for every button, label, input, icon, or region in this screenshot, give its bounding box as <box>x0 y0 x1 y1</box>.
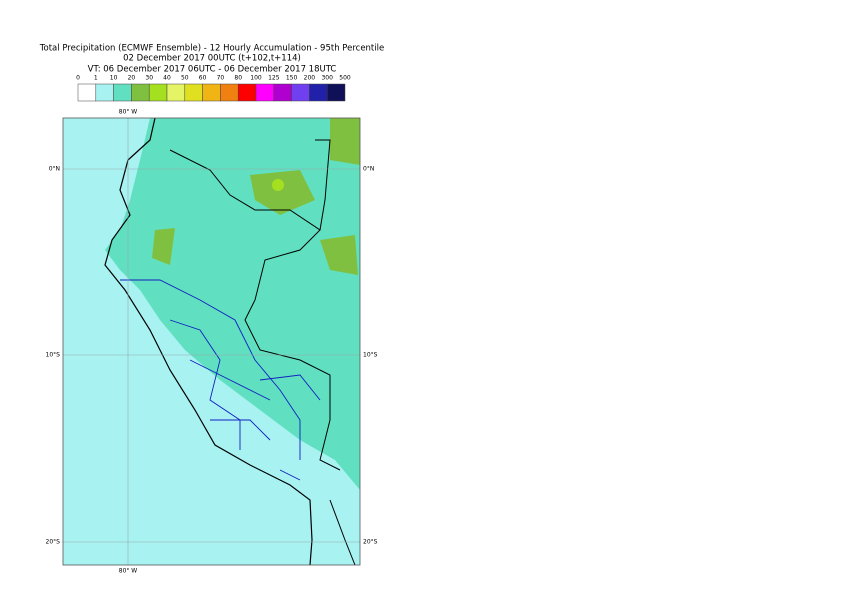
legend-swatch <box>77 83 97 102</box>
legend-label: 0 <box>76 75 80 82</box>
legend-swatch <box>184 83 203 102</box>
legend-swatch <box>220 83 239 102</box>
title-line: Total Precipitation (ECMWF Ensemble) - 1… <box>39 44 384 54</box>
precip-heavy <box>152 118 360 275</box>
legend-swatch <box>131 83 150 102</box>
legend: 0 1 10 20 30 40 50 60 70 80 100 125 150 200 300 500 <box>76 75 351 102</box>
legend-label: 70 <box>217 75 225 82</box>
legend-swatch <box>326 83 346 102</box>
legend-label: 30 <box>145 75 153 82</box>
precip-area <box>105 118 360 490</box>
lat-label: 20°S <box>363 539 378 546</box>
legend-label: 1 <box>94 75 98 82</box>
title: Total Precipitation (ECMWF Ensemble) - 1… <box>39 44 384 75</box>
legend-swatch <box>148 83 168 102</box>
coastline <box>104 118 313 565</box>
lat-label: 20°S <box>46 539 61 546</box>
legend-label: 10 <box>110 75 118 82</box>
lat-label: 10°S <box>363 352 378 359</box>
precip-peak <box>272 179 284 191</box>
title-line: VT: 06 December 2017 06UTC - 06 December… <box>88 65 337 75</box>
map-frame <box>62 117 361 566</box>
regions <box>120 279 321 481</box>
legend-swatch <box>113 83 132 102</box>
lat-label: 10°S <box>46 352 61 359</box>
lon-label: 80° W <box>119 568 138 575</box>
legend-label: 300 <box>321 75 333 82</box>
legend-label: 40 <box>163 75 171 82</box>
graticule <box>63 118 360 565</box>
map: 80° W 80° W 0°N 10°S 20°S 0°N 10°S 20°S <box>46 109 378 575</box>
legend-label: 125 <box>268 75 280 82</box>
legend-swatch <box>273 83 292 102</box>
legend-swatch <box>202 83 221 102</box>
legend-label: 50 <box>181 75 189 82</box>
legend-swatch <box>291 83 310 102</box>
legend-label: 200 <box>304 75 316 82</box>
legend-swatch <box>95 83 114 102</box>
legend-label: 500 <box>339 75 351 82</box>
legend-swatch <box>309 83 328 102</box>
legend-label: 60 <box>199 75 207 82</box>
legend-label: 100 <box>250 75 262 82</box>
legend-swatch <box>237 83 257 102</box>
legend-swatch <box>166 83 186 102</box>
lat-label: 0°N <box>49 166 60 173</box>
border <box>169 139 356 565</box>
lat-label: 0°N <box>363 166 374 173</box>
legend-label: 80 <box>234 75 242 82</box>
legend-label: 20 <box>128 75 136 82</box>
title-line: 02 December 2017 00UTC (t+102,t+114) <box>123 54 301 64</box>
legend-swatch <box>255 83 275 102</box>
legend-label: 150 <box>286 75 298 82</box>
lon-label: 80° W <box>119 109 138 116</box>
